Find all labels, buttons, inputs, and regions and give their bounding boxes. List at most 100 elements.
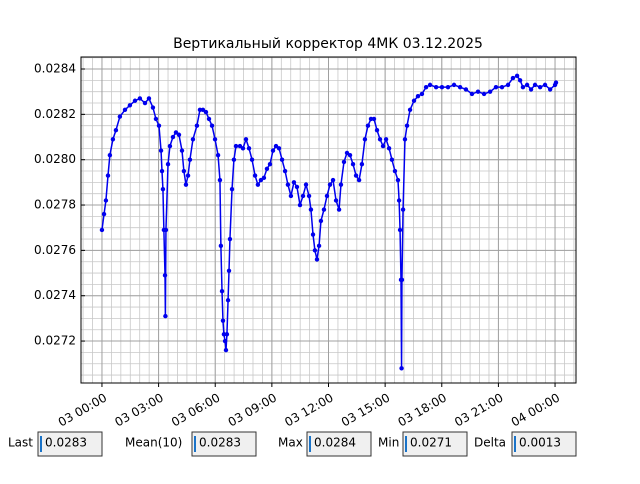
data-point: [427, 82, 433, 88]
y-tick-label: 0.0280: [34, 152, 76, 166]
data-point: [445, 84, 451, 90]
data-point: [371, 116, 377, 122]
data-point: [237, 143, 243, 149]
data-point: [514, 73, 520, 79]
data-point: [396, 198, 402, 203]
stat-value: 0.0283: [45, 436, 87, 450]
data-point: [321, 207, 327, 212]
data-point: [200, 107, 206, 113]
data-point: [185, 173, 191, 178]
data-point: [392, 168, 398, 174]
data-point: [303, 182, 309, 187]
data-point: [457, 84, 463, 90]
data-point: [499, 84, 505, 90]
stat-label: Delta: [474, 436, 506, 450]
data-point: [187, 157, 193, 162]
data-point: [267, 162, 273, 167]
data-point: [150, 105, 156, 110]
data-point: [221, 332, 227, 337]
data-point: [395, 177, 401, 183]
data-point: [291, 180, 297, 185]
data-point: [318, 218, 324, 224]
stat-label: Mean(10): [125, 436, 182, 450]
data-point: [215, 152, 221, 158]
data-point: [520, 84, 526, 90]
stat-value: 0.0283: [199, 436, 241, 450]
y-tick-label: 0.0274: [34, 288, 76, 302]
data-point: [510, 75, 516, 81]
data-point: [224, 332, 230, 337]
stat-box: [511, 431, 577, 457]
data-point: [389, 157, 395, 162]
data-point: [173, 130, 179, 135]
data-point: [285, 182, 291, 187]
data-point: [249, 157, 255, 162]
x-tick-label: 03 09:00: [226, 391, 279, 430]
data-point: [105, 173, 111, 178]
stat-value: 0.0271: [410, 436, 452, 450]
data-point: [374, 128, 380, 133]
data-point: [505, 82, 511, 88]
data-point: [165, 162, 171, 167]
data-point: [101, 211, 107, 217]
data-point: [336, 207, 342, 212]
data-point: [314, 257, 320, 262]
data-point: [107, 152, 113, 158]
data-point: [176, 132, 182, 137]
data-point: [439, 84, 445, 90]
data-point: [220, 318, 226, 323]
y-tick-label: 0.0278: [34, 198, 76, 212]
data-point: [183, 182, 189, 187]
x-tick-label: 03 15:00: [339, 391, 392, 430]
data-point: [218, 243, 224, 249]
data-point: [294, 184, 300, 190]
data-point: [258, 177, 264, 183]
data-point: [227, 236, 233, 242]
data-point: [226, 268, 232, 273]
data-point: [399, 366, 404, 371]
data-point: [517, 78, 523, 83]
data-point: [225, 298, 231, 303]
stat-value: 0.0284: [314, 436, 356, 450]
x-tick-label: 03 18:00: [396, 391, 449, 430]
data-point: [451, 82, 457, 88]
data-point: [493, 84, 499, 90]
data-point: [276, 146, 282, 151]
data-point: [407, 107, 413, 113]
data-point: [487, 89, 493, 94]
data-point: [380, 143, 386, 149]
stat-label: Min: [378, 436, 399, 450]
stat-box: [191, 431, 257, 457]
data-point: [333, 198, 339, 203]
data-point: [206, 116, 212, 122]
stat-box: [37, 431, 103, 457]
data-point: [279, 157, 285, 162]
data-point: [190, 137, 196, 142]
stat-label: Max: [278, 436, 303, 450]
data-point: [415, 94, 421, 99]
data-point: [113, 128, 119, 133]
data-point: [288, 193, 294, 199]
data-point: [163, 313, 168, 319]
data-point: [229, 186, 235, 192]
data-point: [219, 288, 225, 294]
data-point: [404, 123, 410, 128]
data-point: [423, 84, 429, 90]
data-point: [411, 98, 417, 103]
data-point: [553, 80, 559, 85]
data-point: [99, 227, 105, 233]
data-point: [159, 168, 165, 174]
data-point: [137, 96, 143, 101]
x-tick-label: 03 21:00: [452, 391, 505, 430]
data-point: [179, 148, 185, 153]
data-point: [433, 84, 439, 90]
data-point: [399, 277, 405, 283]
data-point: [524, 82, 530, 88]
data-point: [356, 177, 362, 183]
data-point: [162, 273, 168, 278]
data-point: [400, 207, 406, 212]
data-point: [297, 202, 303, 208]
data-point: [252, 173, 258, 178]
data-point: [270, 148, 276, 153]
data-point: [308, 207, 314, 212]
